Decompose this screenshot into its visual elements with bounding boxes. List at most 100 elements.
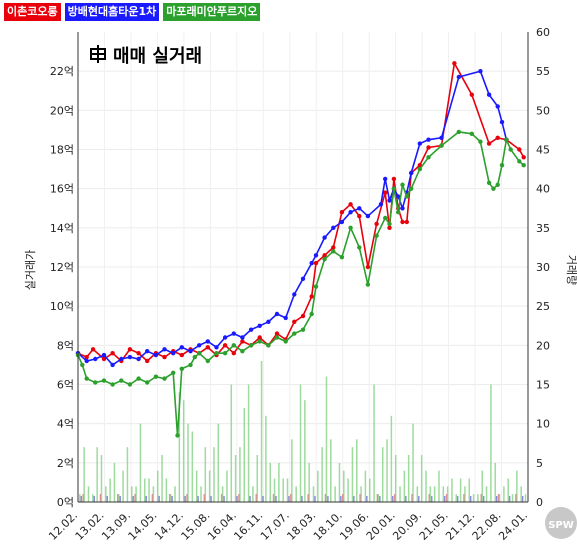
price-lines <box>75 60 526 438</box>
data-point <box>179 366 184 371</box>
volume-bar <box>327 496 329 502</box>
volume-bar <box>83 447 85 502</box>
data-point <box>339 219 345 225</box>
data-point <box>322 235 327 240</box>
data-point <box>486 141 492 146</box>
volume-bar <box>477 494 479 502</box>
volume-bar <box>265 415 267 502</box>
y2-tick-label: 15 <box>536 379 550 392</box>
volume-bar <box>494 462 496 502</box>
data-point <box>452 61 457 66</box>
data-point <box>504 137 509 142</box>
volume-bar <box>234 455 237 502</box>
volume-bar <box>376 494 379 502</box>
data-point <box>521 155 526 160</box>
data-point <box>283 339 288 344</box>
volume-bar <box>481 470 483 502</box>
data-point <box>300 313 306 319</box>
y-tick-label: 16억 <box>50 183 74 196</box>
volume-bar <box>399 486 401 502</box>
volume-bar <box>239 447 241 502</box>
volume-bar <box>393 494 396 502</box>
volume-bar <box>275 496 277 502</box>
x-tick-label: 17.07. <box>258 509 292 543</box>
volume-bar <box>145 496 147 502</box>
volume-bar <box>230 384 233 502</box>
volume-bar <box>498 494 501 502</box>
data-point <box>404 219 409 225</box>
volume-bar <box>433 486 436 502</box>
data-point <box>292 319 297 324</box>
legend-item-3[interactable]: 마포래미안푸르지오 <box>163 3 261 21</box>
volume-bar <box>220 494 223 502</box>
data-point <box>283 315 288 321</box>
legend-item-1[interactable]: 이촌코오롱 <box>4 3 61 21</box>
y2-tick-label: 25 <box>536 300 550 313</box>
volume-bar <box>291 439 293 502</box>
volume-bar <box>255 494 257 502</box>
volume-bar <box>301 496 303 502</box>
volume-bar <box>122 470 124 502</box>
data-point <box>175 433 180 438</box>
data-point <box>300 327 306 332</box>
volume-bar <box>342 494 344 502</box>
volume-bar <box>364 470 367 502</box>
data-point <box>409 186 414 191</box>
data-point <box>322 257 327 262</box>
data-point <box>357 245 362 250</box>
volume-bar <box>403 470 406 502</box>
data-point <box>404 194 409 199</box>
volume-bar <box>377 494 380 502</box>
data-point <box>365 213 371 219</box>
data-point <box>387 221 392 227</box>
volume-bar <box>321 447 323 502</box>
data-point <box>214 345 219 350</box>
data-point <box>313 284 319 289</box>
volume-bar <box>178 392 181 502</box>
chart-title-group: 매매 실거래 <box>90 45 202 67</box>
volume-bar <box>366 496 368 502</box>
legend-item-2[interactable]: 방배현대홈타운1차 <box>64 3 160 21</box>
data-point <box>162 354 167 360</box>
data-point <box>417 166 422 172</box>
volume-bar <box>238 494 240 502</box>
volume-bar <box>299 384 302 502</box>
x-tick-label: 20.01. <box>364 509 398 543</box>
volume-bar <box>515 494 517 502</box>
volume-bar <box>359 494 361 502</box>
volume-bar <box>247 384 250 502</box>
chart-title: 매매 실거래 <box>113 46 202 67</box>
x-tick-label: 18.10. <box>311 509 345 543</box>
data-point <box>469 92 474 97</box>
volume-bar <box>444 496 446 502</box>
series-line <box>77 70 508 366</box>
volume-bar <box>416 486 419 502</box>
data-point <box>110 362 115 368</box>
data-point <box>248 327 254 332</box>
y-axis-label: 실거래가 <box>24 250 37 290</box>
volume-bar <box>278 462 280 502</box>
volume-bar <box>386 439 388 502</box>
data-point <box>426 137 431 142</box>
y2-tick-label: 0 <box>536 496 543 509</box>
data-point <box>248 343 254 348</box>
data-point <box>374 233 379 238</box>
data-point <box>469 131 474 136</box>
volume-bar <box>169 494 172 502</box>
data-point <box>240 339 245 344</box>
data-point <box>409 170 414 176</box>
data-point <box>231 331 236 336</box>
volume-bar <box>117 494 119 502</box>
volume-bar <box>221 486 224 502</box>
volume-bar <box>262 496 264 502</box>
volume-bar <box>272 494 275 502</box>
volume-bar <box>213 447 215 502</box>
y2-tick-label: 40 <box>536 183 550 196</box>
y-tick-label: 12억 <box>50 261 74 274</box>
volume-bar <box>485 486 488 502</box>
volume-bar <box>459 478 462 502</box>
x-tick-label: 13.02. <box>73 509 107 543</box>
data-point <box>93 356 98 362</box>
x-tick-label: 19.06. <box>337 509 371 543</box>
data-point <box>387 225 392 230</box>
